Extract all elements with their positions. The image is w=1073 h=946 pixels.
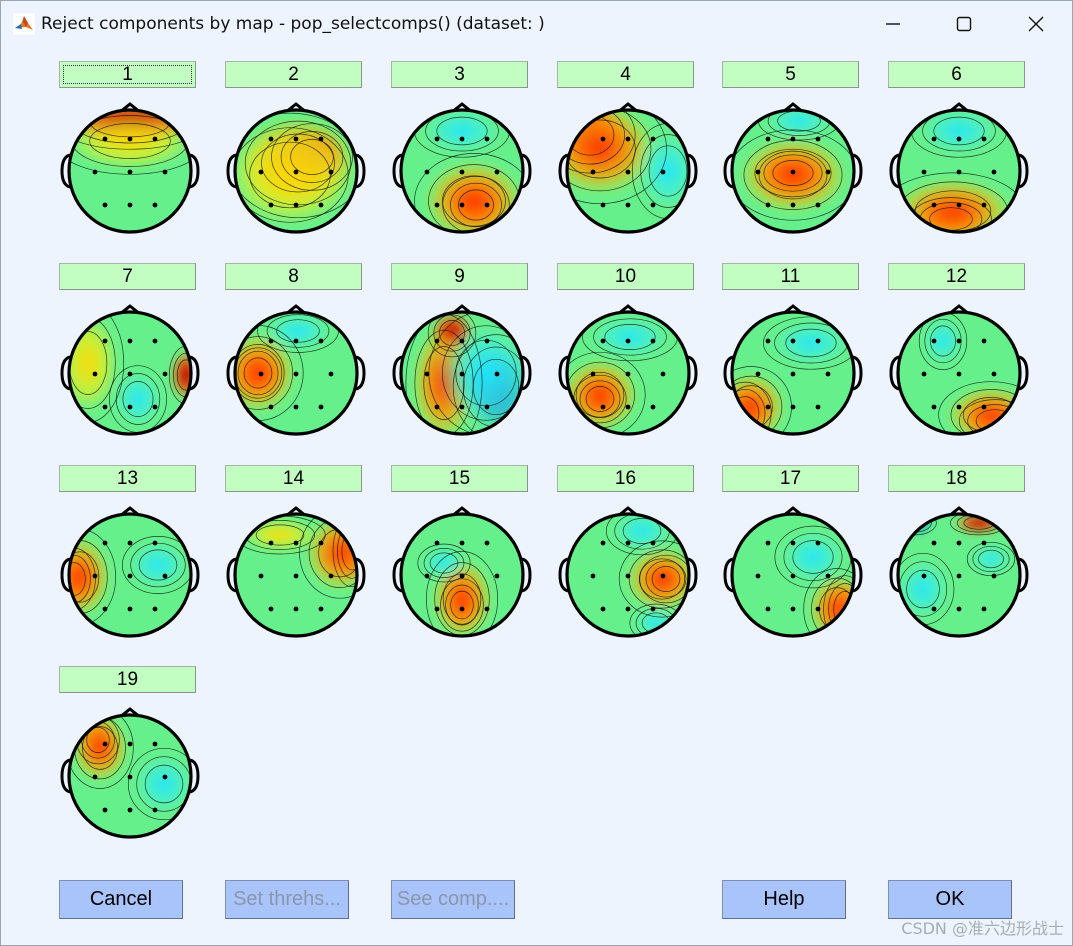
ok-button[interactable]: OK	[888, 880, 1012, 919]
watermark: CSDN @准六边形战士	[901, 919, 1064, 938]
component-button-11[interactable]: 11	[722, 263, 859, 290]
scalp-map-2	[226, 102, 366, 234]
set-threshold-button: Set threhs...	[225, 880, 349, 919]
component-button-6[interactable]: 6	[888, 61, 1025, 88]
scalp-map-17	[723, 506, 863, 638]
cancel-button[interactable]: Cancel	[59, 880, 183, 919]
window-title: Reject components by map - pop_selectcom…	[41, 14, 545, 34]
see-component-button: See comp....	[391, 880, 515, 919]
scalp-map-18	[889, 506, 1029, 638]
scalp-map-15	[392, 506, 532, 638]
scalp-map-8	[226, 304, 366, 436]
component-button-5[interactable]: 5	[722, 61, 859, 88]
component-button-1[interactable]: 1	[59, 61, 196, 88]
scalp-map-5	[723, 102, 863, 234]
minimize-button[interactable]	[860, 1, 926, 47]
component-button-19[interactable]: 19	[59, 666, 196, 693]
component-button-7[interactable]: 7	[59, 263, 196, 290]
close-icon	[1028, 16, 1044, 32]
component-button-3[interactable]: 3	[391, 61, 528, 88]
minimize-icon	[886, 23, 900, 25]
component-button-10[interactable]: 10	[557, 263, 694, 290]
component-button-9[interactable]: 9	[391, 263, 528, 290]
component-button-4[interactable]: 4	[557, 61, 694, 88]
scalp-map-1	[60, 102, 200, 234]
scalp-map-4	[558, 102, 698, 234]
scalp-map-14	[226, 506, 366, 638]
scalp-map-16	[558, 506, 698, 638]
component-button-16[interactable]: 16	[557, 465, 694, 492]
scalp-map-10	[558, 304, 698, 436]
scalp-map-3	[392, 102, 532, 234]
title-bar: Reject components by map - pop_selectcom…	[1, 1, 1072, 47]
component-button-15[interactable]: 15	[391, 465, 528, 492]
close-button[interactable]	[1003, 1, 1069, 47]
scalp-map-9	[392, 304, 532, 436]
component-button-12[interactable]: 12	[888, 263, 1025, 290]
scalp-map-13	[60, 506, 200, 638]
maximize-icon	[956, 16, 972, 32]
help-button[interactable]: Help	[722, 880, 846, 919]
scalp-map-7	[60, 304, 200, 436]
component-button-8[interactable]: 8	[225, 263, 362, 290]
component-button-18[interactable]: 18	[888, 465, 1025, 492]
component-button-13[interactable]: 13	[59, 465, 196, 492]
scalp-map-11	[723, 304, 863, 436]
matlab-icon	[13, 13, 35, 35]
component-button-2[interactable]: 2	[225, 61, 362, 88]
scalp-map-6	[889, 102, 1029, 234]
maximize-button[interactable]	[931, 1, 997, 47]
component-button-14[interactable]: 14	[225, 465, 362, 492]
scalp-map-19	[60, 707, 200, 839]
component-button-17[interactable]: 17	[722, 465, 859, 492]
scalp-map-12	[889, 304, 1029, 436]
